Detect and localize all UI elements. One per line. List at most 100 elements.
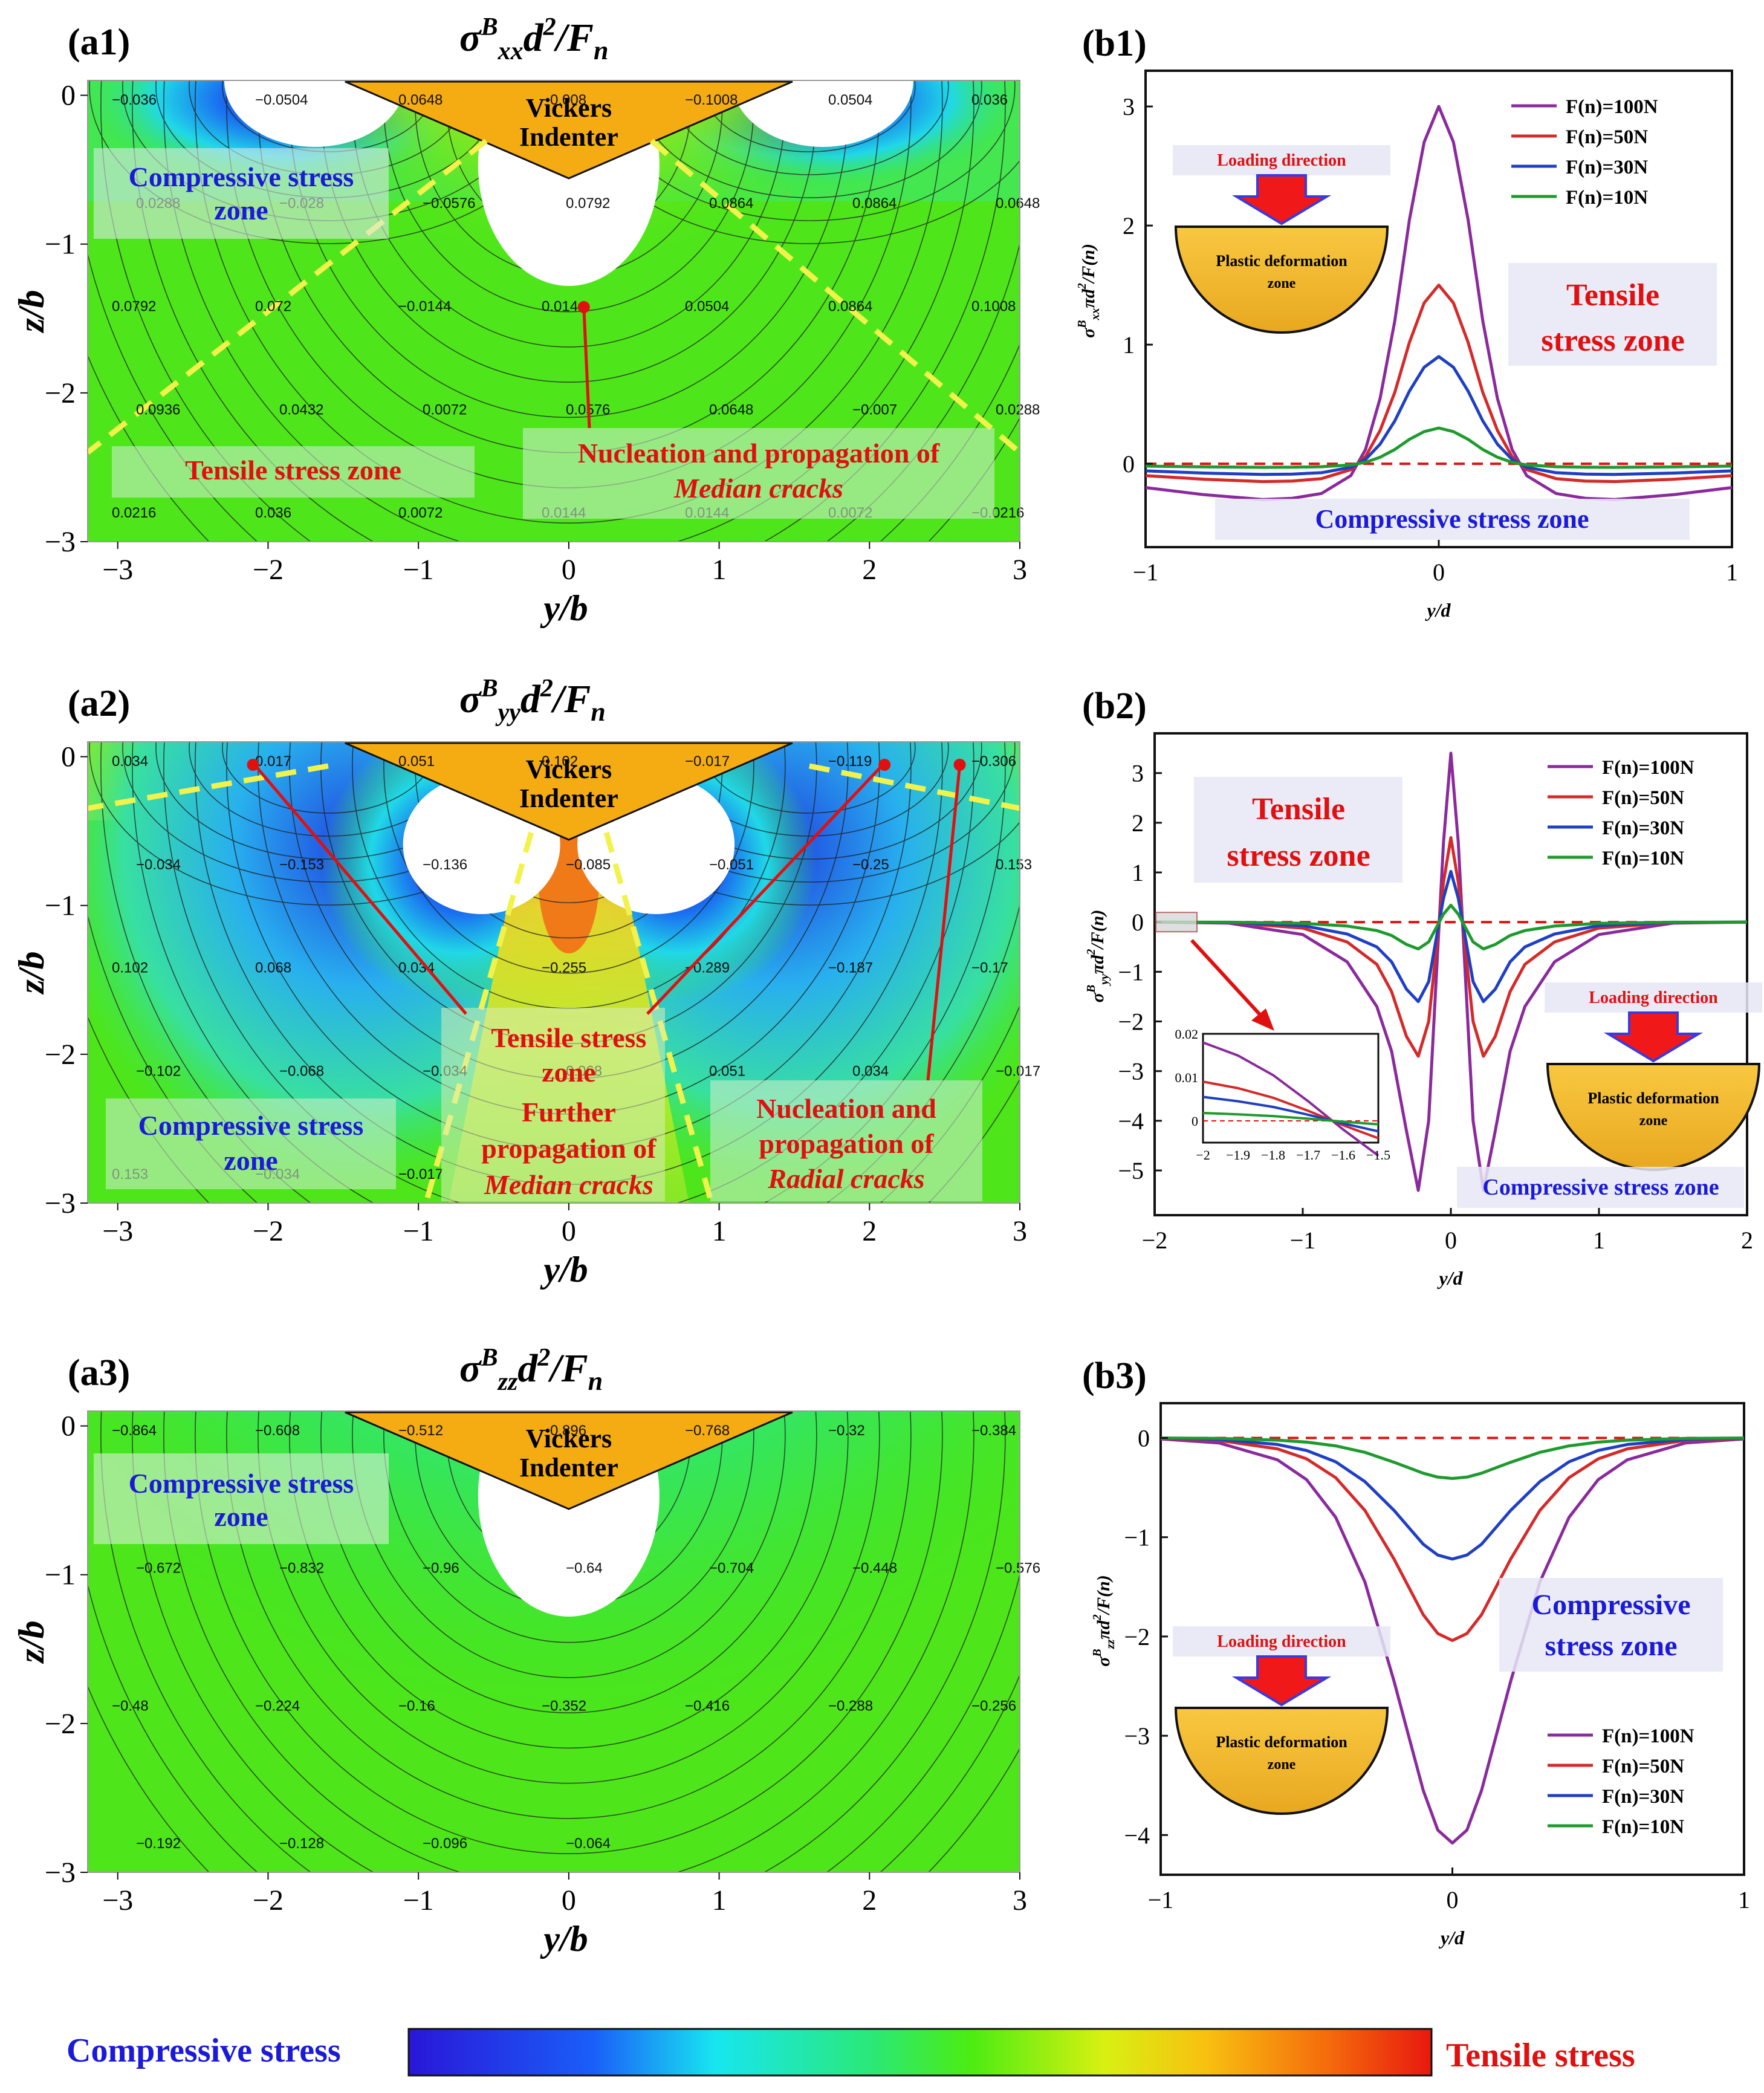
contour-value-label: −0.416 xyxy=(685,1698,730,1714)
arrow-down-icon xyxy=(1231,174,1332,226)
annotation-box xyxy=(710,1080,982,1201)
contour-value-label: −0.512 xyxy=(398,1423,443,1439)
contour-curve xyxy=(226,1411,912,1819)
contour-value-label: −0.255 xyxy=(542,960,586,976)
panel-label: (b2) xyxy=(1082,686,1147,727)
contour-value-label: 0.1008 xyxy=(971,299,1016,315)
contour-curve xyxy=(100,80,1020,542)
inset-x-tick-label: −1.6 xyxy=(1331,1147,1355,1163)
contour-value-label: 0.0864 xyxy=(828,299,872,315)
annotation-tensile: Tensile xyxy=(1252,792,1345,826)
annotation-compressive: Compressive stress zone xyxy=(1315,504,1589,534)
y-axis-title: σByyπd2/F(n) xyxy=(1085,910,1111,1003)
contour-value-label: 0.0864 xyxy=(852,195,897,212)
annotation-further-2: propagation of xyxy=(481,1133,657,1164)
annotation-box xyxy=(1215,499,1690,540)
zoom-region-marker xyxy=(1155,912,1198,933)
radial-crack-right xyxy=(808,763,1020,811)
contour-value-label: −0.102 xyxy=(136,1063,181,1079)
vickers-indenter xyxy=(345,1411,793,1510)
contour-value-label: −0.192 xyxy=(136,1835,181,1852)
annotation-tensile: Tensile stress zone xyxy=(185,455,401,485)
x-tick-label: −1 xyxy=(403,554,434,586)
panel-label: (a2) xyxy=(68,683,130,724)
x-tick-label: 2 xyxy=(862,554,877,586)
annotation-box xyxy=(112,446,475,498)
contour-value-label: −0.16 xyxy=(398,1698,435,1714)
annotation-further-3: Median cracks xyxy=(484,1169,653,1200)
contour-value-label: −0.25 xyxy=(852,857,889,873)
inset-y-tick-label: 0.02 xyxy=(1175,1027,1199,1042)
contour-curve xyxy=(320,1411,817,1713)
arrow-down-icon xyxy=(1231,1655,1332,1707)
arrow-head-icon xyxy=(1251,1008,1274,1031)
annotation-box xyxy=(94,1453,389,1544)
loading-direction-box xyxy=(1173,1626,1390,1657)
contour-value-label: 0.0792 xyxy=(112,299,156,315)
plastic-zone-label-2: zone xyxy=(1268,276,1296,291)
contour-value-label: −0.068 xyxy=(279,1063,324,1079)
pointer-dot xyxy=(577,301,590,313)
series-line xyxy=(1160,1436,1745,1480)
zone-boundary-right xyxy=(649,138,1022,455)
pointer-line xyxy=(582,307,591,429)
contour-value-label: −0.896 xyxy=(542,1423,586,1439)
legend-label: F(n)=10N xyxy=(1602,848,1684,869)
contour-value-label: 0.051 xyxy=(709,1063,745,1079)
panel-label: (b3) xyxy=(1082,1355,1147,1397)
vickers-indenter xyxy=(345,80,793,180)
series-line xyxy=(1154,869,1748,1004)
series-line xyxy=(1154,836,1748,1058)
annotation-compressive-2: zone xyxy=(214,1501,268,1532)
annotation-radial-2: propagation of xyxy=(759,1128,934,1159)
pointer-line xyxy=(251,762,467,1015)
y-tick-label: 0 xyxy=(1123,450,1135,478)
contour-value-label: −0.017 xyxy=(996,1063,1040,1079)
plastic-zone-label: Plastic deformation xyxy=(1216,252,1347,270)
y-tick-label: −2 xyxy=(45,377,76,409)
contour-value-label: −0.051 xyxy=(709,857,754,873)
contour-curve xyxy=(100,1411,1020,1872)
y-tick-label: −1 xyxy=(1124,1524,1150,1551)
contour-value-label: 0.0792 xyxy=(566,195,610,212)
panel-b1: (b1) −1 0 1 0 1 2 3 y/d σBxxπd2/F(n) F(n)=100N F(n)… xyxy=(1075,23,1738,621)
x-axis-title: y/b xyxy=(540,588,588,628)
pointer-dot xyxy=(878,759,891,771)
contour-value-label: 0.0288 xyxy=(996,401,1040,418)
plot-frame xyxy=(87,741,1020,1204)
annotation-box xyxy=(1508,263,1717,366)
panel-label: (a1) xyxy=(68,22,130,63)
indenter-label-line1: Vickers xyxy=(526,93,612,123)
panel-title: σByyd2/Fn xyxy=(459,675,606,727)
contour-value-label: 0.0072 xyxy=(423,401,467,418)
contour-value-label: −0.256 xyxy=(971,1698,1016,1714)
panel-label: (a3) xyxy=(68,1352,130,1394)
inset-series-line xyxy=(1202,1095,1379,1133)
legend-label: F(n)=50N xyxy=(1602,787,1684,809)
x-tick-label: 1 xyxy=(712,554,727,586)
loading-direction-label: Loading direction xyxy=(1217,151,1346,170)
legend-label: F(n)=100N xyxy=(1602,1725,1694,1747)
y-tick-label: −2 xyxy=(1118,1008,1144,1036)
loading-direction-box xyxy=(1545,982,1762,1013)
x-axis-title: y/b xyxy=(540,1250,588,1290)
series-line xyxy=(1160,1436,1745,1561)
y-tick-label: −5 xyxy=(1118,1157,1144,1184)
annotation-median-2: Median cracks xyxy=(673,473,843,504)
panel-label: (b1) xyxy=(1082,23,1147,64)
contour-value-label: 0.034 xyxy=(112,753,148,770)
annotation-median: Nucleation and propagation of xyxy=(578,438,940,469)
y-tick-label: 3 xyxy=(1123,93,1135,120)
contour-value-label: 0.153 xyxy=(996,857,1032,873)
contour-value-label: −0.034 xyxy=(136,857,181,873)
inset-x-tick-label: −2 xyxy=(1196,1147,1210,1163)
indenter-label-line2: Indenter xyxy=(519,1453,618,1482)
contour-curve xyxy=(383,1411,754,1643)
annotation-box xyxy=(1457,1167,1744,1208)
contour-value-label: 0.0072 xyxy=(398,505,443,521)
inset-series-line xyxy=(1202,1112,1379,1126)
x-tick-label: −1 xyxy=(1290,1227,1316,1254)
x-tick-label: 0 xyxy=(1433,559,1445,586)
